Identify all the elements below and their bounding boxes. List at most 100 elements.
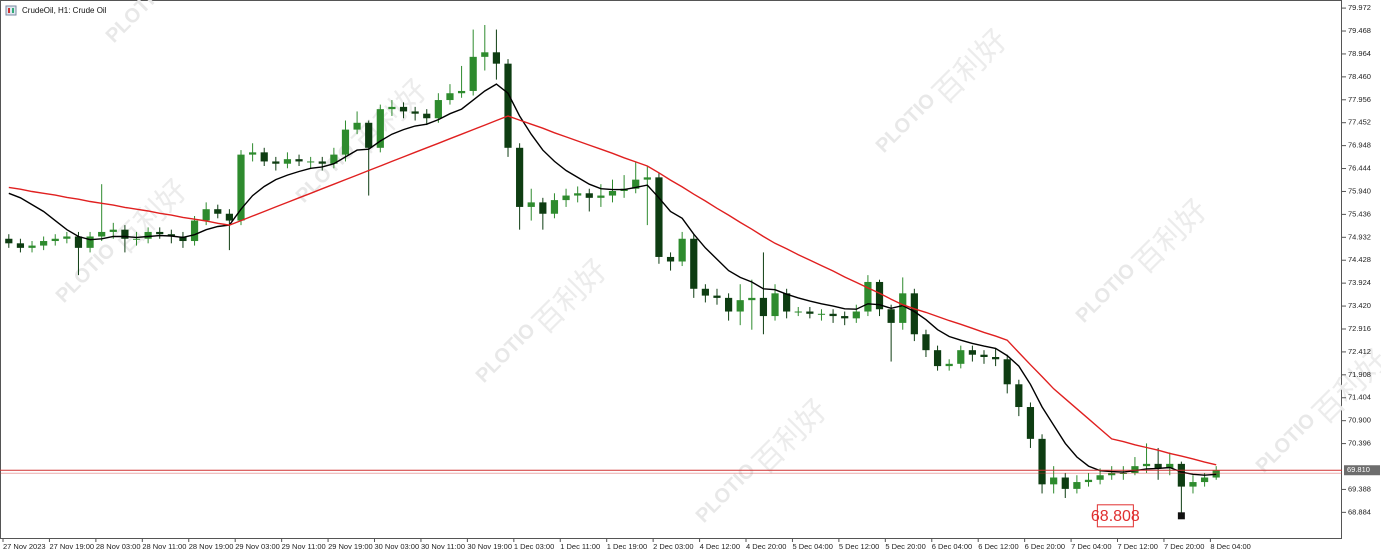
y-tick-label: 75.940 [1348,186,1371,195]
y-tick-label: 70.900 [1348,416,1371,425]
candle-body [1177,463,1185,487]
y-tick-label: 79.972 [1348,3,1371,12]
candle-body [423,113,431,119]
candle-body [1108,472,1116,476]
y-tick-label: 71.404 [1348,393,1371,402]
x-tick-label: 5 Dec 12:00 [839,542,879,551]
candle-body [899,293,907,323]
candle-body [1050,477,1058,485]
candle-body [399,106,408,112]
candle-body [121,229,129,239]
x-tick-label: 2 Dec 03:00 [653,542,693,551]
candle-body [701,288,709,296]
candle-body [690,238,698,289]
candle-body [980,354,988,357]
y-tick-label: 78.460 [1348,72,1371,81]
candle-body [179,236,187,242]
x-tick-label: 27 Nov 19:00 [49,542,94,551]
y-tick-label: 68.884 [1348,507,1371,516]
y-tick-label: 74.932 [1348,232,1371,241]
candle-body [388,106,396,110]
candle-body [1061,477,1069,489]
candle-body [330,154,338,164]
y-tick-label: 74.428 [1348,255,1371,264]
candle-body [307,161,315,163]
candle-body [829,313,837,317]
x-tick-label: 6 Dec 12:00 [978,542,1018,551]
candle-body [957,350,965,364]
candle-body [40,241,48,246]
annotation-box [1096,504,1134,528]
candle-body [713,295,721,298]
y-tick-label: 71.908 [1348,370,1371,379]
candle-body [469,56,477,91]
candle-body [771,293,779,317]
x-tick-label: 1 Dec 03:00 [514,542,554,551]
candle-body [666,256,675,262]
y-tick-label: 79.468 [1348,26,1371,35]
candle-body [643,177,651,180]
candle-body [748,297,756,301]
candle-body [806,311,814,314]
candle-body [1038,438,1046,485]
y-tick-label: 69.388 [1348,484,1371,493]
candle-body [608,191,617,196]
candle-body [852,311,860,319]
candle-body [295,159,303,162]
candle-body [237,154,245,221]
candle-body [736,300,744,312]
candle-body [1142,463,1151,467]
candle-body [841,316,849,319]
candle-body [318,161,326,164]
candle-body [202,209,210,221]
candle-body [249,152,257,155]
x-tick-label: 30 Nov 11:00 [421,542,465,551]
candle-body [190,220,199,242]
candle-body [365,122,373,148]
candle-body [1131,466,1139,473]
y-tick-label: 77.956 [1348,95,1371,104]
candle-body [887,309,895,323]
candle-body [1166,463,1174,469]
x-tick-label: 28 Nov 03:00 [96,542,141,551]
x-tick-label: 29 Nov 03:00 [235,542,280,551]
candle-body [759,297,768,317]
candle-body [1073,482,1081,489]
candle-body [794,311,802,313]
candle-body [1003,359,1011,385]
y-tick-label: 77.452 [1348,118,1371,127]
x-tick-label: 6 Dec 04:00 [932,542,972,551]
candle-body [817,313,826,315]
candle-body [992,356,1000,360]
candle-body [132,238,141,240]
candle-body [144,231,152,239]
x-tick-label: 5 Dec 04:00 [792,542,832,551]
candle-body [875,281,884,310]
x-tick-label: 29 Nov 11:00 [282,542,326,551]
annotation-marker [1177,512,1185,520]
chart-title: CrudeOil, H1: Crude Oil [22,6,107,15]
candle-body [260,152,268,162]
x-tick-label: 29 Nov 19:00 [328,542,373,551]
candle-body [5,238,13,244]
annotation-label: 68.808 [1091,508,1140,525]
price-label-box [1344,465,1380,476]
x-tick-label: 4 Dec 20:00 [746,542,786,551]
x-tick-label: 27 Nov 2023 [3,542,46,551]
candle-body [1200,477,1209,483]
x-tick-label: 8 Dec 04:00 [1210,542,1250,551]
candle-body [1096,475,1104,480]
candle-body [945,363,953,367]
candle-body [353,122,361,130]
candle-body [411,111,419,114]
moving-average [8,83,1217,476]
x-tick-label: 28 Nov 19:00 [189,542,234,551]
candle-body [16,243,25,248]
candle-body [1154,463,1162,469]
candle-body [783,293,791,312]
candle-body [550,200,559,214]
x-tick-label: 7 Dec 12:00 [1118,542,1158,551]
candle-body [1119,472,1127,474]
candle-body [655,177,663,257]
